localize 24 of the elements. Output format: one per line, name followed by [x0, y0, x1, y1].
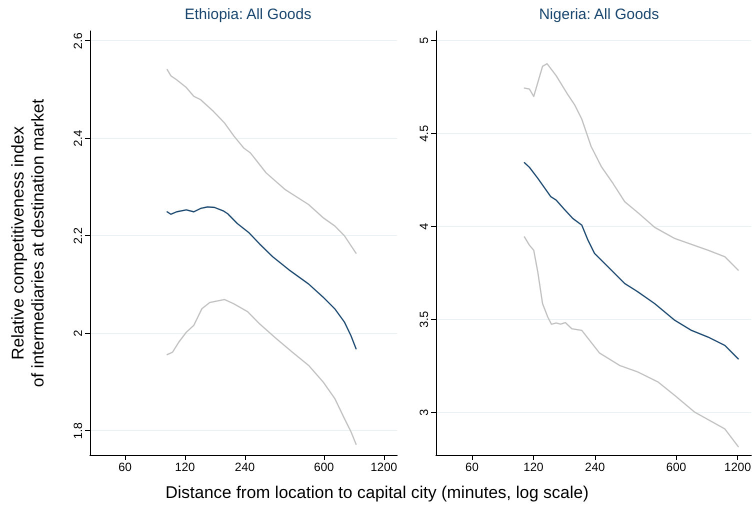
x-tick-label: 60: [465, 460, 479, 474]
x-tick-label: 120: [174, 460, 196, 474]
x-tick-label: 240: [584, 460, 606, 474]
x-tick-label: 600: [314, 460, 334, 474]
x-tick-label: 120: [523, 460, 544, 474]
y-tick-label: 1.8: [71, 422, 85, 439]
y-tick-label: 2: [71, 330, 85, 337]
y-tick-label: 4.5: [417, 124, 431, 142]
chart-title: Ethiopia: All Goods: [184, 6, 312, 23]
y-tick-label: 2.2: [71, 227, 85, 244]
y-tick-label: 3.5: [417, 310, 431, 328]
y-axis-title: Relative competitiveness index of intermediaries at destination market: [8, 98, 48, 388]
x-tick-label: 240: [234, 460, 256, 474]
y-tick-label: 2.4: [71, 130, 85, 147]
x-axis-title: Distance from location to capital city (minutes, log scale): [164, 483, 590, 503]
y-tick-label: 2.6: [71, 32, 85, 50]
y-tick-label: 4: [417, 222, 431, 230]
x-tick-label: 1200: [724, 460, 752, 474]
x-tick-label: 600: [666, 460, 687, 474]
y-tick-label: 5: [417, 36, 431, 44]
x-tick-label: 1200: [370, 460, 398, 474]
x-tick-label: 60: [118, 460, 132, 474]
y-tick-label: 3: [417, 408, 431, 416]
chart-title: Nigeria: All Goods: [538, 6, 660, 23]
